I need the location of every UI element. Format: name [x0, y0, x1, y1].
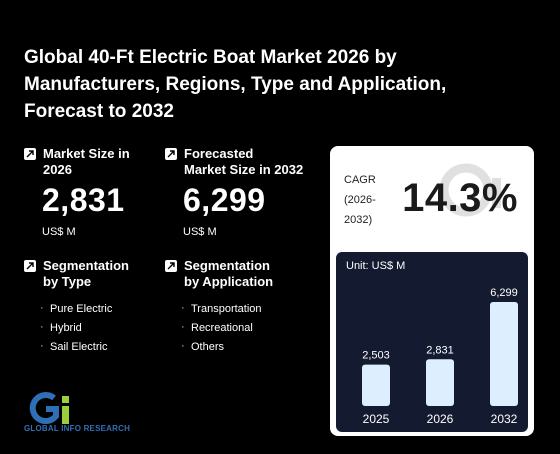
segmentation-type-label-line1: Segmentation: [43, 258, 129, 273]
bar-value-label: 2,831: [426, 344, 454, 356]
category-label: 2025: [363, 412, 390, 426]
segmentation-type-label-line2: by Type: [43, 274, 92, 289]
market-size-label: Market Size in 2026: [43, 146, 130, 178]
segmentation-application-label: Segmentation by Application: [184, 258, 273, 290]
list-item: Hybrid: [38, 318, 129, 338]
list-item: Transportation: [179, 299, 273, 319]
market-size-unit: US$ M: [42, 226, 76, 238]
company-logo-icon: [29, 392, 69, 425]
segmentation-type: Segmentation by Type Pure Electric Hybri…: [24, 258, 129, 357]
segmentation-application-label-line2: by Application: [184, 274, 274, 289]
arrow-icon: [24, 148, 36, 160]
arrow-icon: [165, 260, 177, 272]
market-size-label-line1: Market Size in: [43, 146, 130, 161]
cagr-label-line1: CAGR: [344, 174, 376, 186]
segmentation-application: Segmentation by Application Transportati…: [165, 258, 273, 357]
page-title: Global 40-Ft Electric Boat Market 2026 b…: [24, 47, 447, 122]
logo-text: GLOBAL INFO RESEARCH: [24, 424, 131, 433]
bar-value-label: 2,503: [362, 350, 390, 362]
list-item: Recreational: [179, 318, 273, 338]
market-size-label-line2: 2026: [43, 162, 72, 177]
cagr-value: 14.3%: [402, 176, 518, 220]
bar-2026: [426, 359, 454, 406]
forecast-label-line1: Forecasted: [184, 146, 254, 161]
market-size-value: 2,831: [42, 182, 125, 218]
bar-chart-panel: Unit: US$ M 2,503 2025 2,831 2026 6,299 2032: [336, 252, 528, 432]
forecast-metric: Forecasted Market Size in 2032 6,299 US$…: [165, 146, 303, 238]
forecast-value: 6,299: [183, 182, 266, 218]
forecast-label: Forecasted Market Size in 2032: [184, 146, 303, 178]
bar-2025: [362, 364, 390, 406]
chart-unit-label: Unit: US$ M: [346, 260, 406, 272]
cagr-label-line2: (2026-: [344, 194, 376, 206]
bar-2032: [490, 302, 518, 406]
segmentation-application-label-line1: Segmentation: [184, 258, 270, 273]
category-label: 2032: [491, 412, 518, 426]
forecast-label-line2: Market Size in 2032: [184, 162, 304, 177]
list-item: Others: [179, 337, 273, 357]
bar-chart: 2,503 2025 2,831 2026 6,299 2032: [362, 287, 518, 426]
arrow-icon: [24, 260, 36, 272]
cagr-label-line3: 2032): [344, 214, 373, 226]
bar-value-label: 6,299: [490, 287, 518, 299]
segmentation-type-label: Segmentation by Type: [43, 258, 129, 290]
market-size-metric: Market Size in 2026 2,831 US$ M: [24, 146, 130, 238]
cagr-label: CAGR (2026- 2032): [344, 170, 376, 230]
forecast-unit: US$ M: [183, 226, 217, 238]
cagr-card: CAGR (2026- 2032) 14.3% Unit: US$ M 2,50…: [330, 146, 534, 436]
list-item: Sail Electric: [38, 337, 129, 357]
list-item: Pure Electric: [38, 299, 129, 319]
category-label: 2026: [427, 412, 454, 426]
arrow-icon: [165, 148, 177, 160]
